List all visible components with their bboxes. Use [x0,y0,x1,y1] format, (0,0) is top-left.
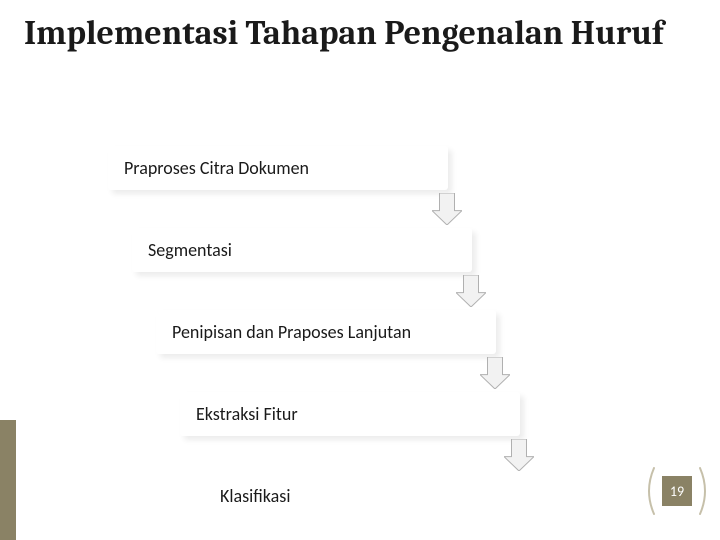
page-bracket-left [642,466,656,516]
flow-step: Penipisan dan Praposes Lanjutan [156,310,496,354]
down-arrow-icon [456,275,486,307]
flow-step: Praproses Citra Dokumen [108,146,448,190]
flow-step-label: Ekstraksi Fitur [196,403,298,425]
page-number: 19 [662,476,692,506]
down-arrow-icon [432,193,462,225]
page-title: Implementasi Tahapan Pengenalan Huruf [24,14,664,53]
flow-step: Ekstraksi Fitur [180,392,520,436]
flow-step-label: Klasifikasi [220,485,290,507]
slide-root: Implementasi Tahapan Pengenalan Huruf Pr… [0,0,720,540]
flow-step-label: Penipisan dan Praposes Lanjutan [172,321,411,343]
page-number-text: 19 [670,483,684,500]
down-arrow-icon [480,357,510,389]
flow-step-label: Praproses Citra Dokumen [124,157,309,179]
flow-step-label: Segmentasi [148,239,232,261]
down-arrow-icon [504,439,534,471]
flow-step: Klasifikasi [204,474,544,518]
flow-step: Segmentasi [132,228,472,272]
accent-bar [0,420,16,540]
page-bracket-right [698,466,712,516]
